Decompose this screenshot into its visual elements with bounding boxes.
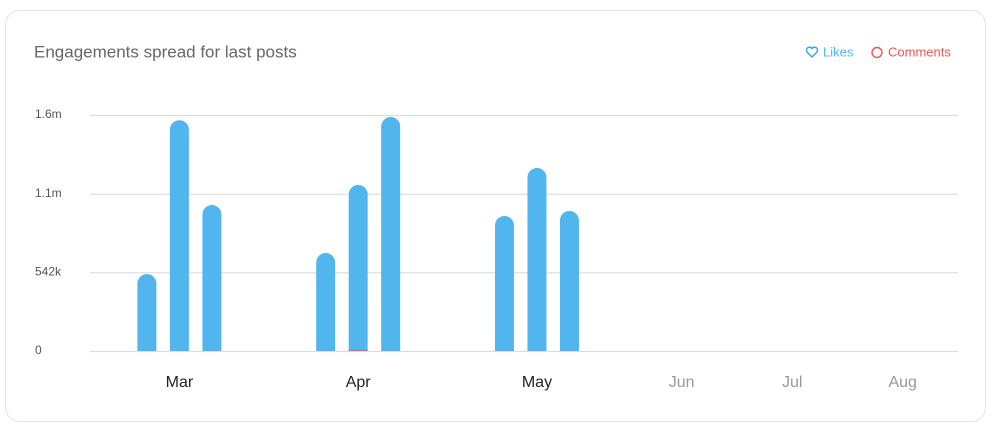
likes-icon (805, 46, 819, 58)
bar (169, 120, 189, 351)
x-tick-label: Jul (782, 374, 802, 391)
bar (316, 253, 336, 351)
bar (494, 216, 514, 351)
bar (527, 167, 547, 351)
legend-label[interactable]: Likes (823, 44, 854, 59)
x-tick-label: May (522, 374, 552, 391)
x-tick-label: Aug (888, 374, 916, 391)
bar (348, 184, 368, 351)
card (5, 10, 986, 422)
comment-bar (348, 350, 368, 351)
chart-title: Engagements spread for last posts (34, 42, 297, 61)
y-tick-label: 1.6m (35, 107, 62, 121)
comments-icon (871, 46, 883, 59)
y-tick-label: 1.1m (35, 186, 62, 200)
bar (559, 210, 579, 351)
legend: Likes Comments (805, 44, 951, 59)
bar (137, 274, 157, 351)
y-tick-label: 542k (35, 265, 62, 279)
x-tick-label: Mar (166, 374, 194, 391)
bar (202, 204, 222, 351)
bar (381, 117, 401, 351)
y-tick-label: 0 (35, 343, 42, 357)
x-tick-label: Apr (346, 374, 372, 391)
legend-label[interactable]: Comments (888, 44, 951, 59)
x-tick-label: Jun (669, 374, 695, 391)
